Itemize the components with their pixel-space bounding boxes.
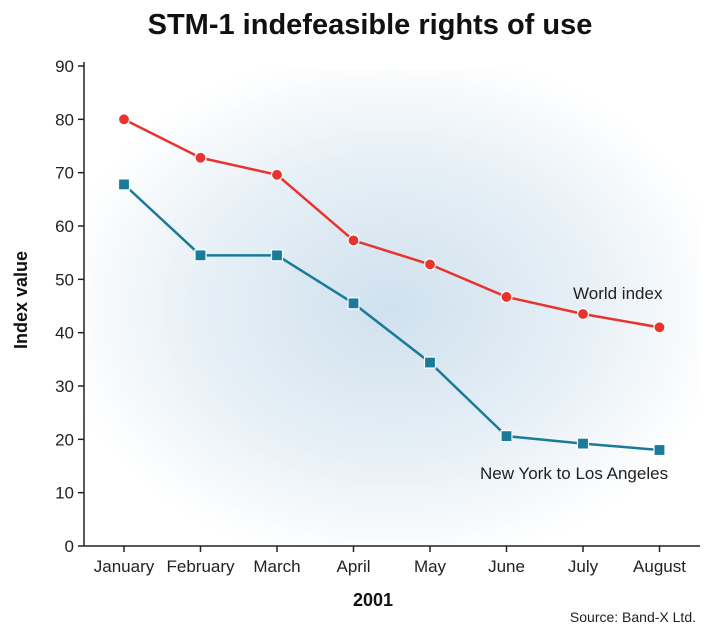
series-label-world-index: World index xyxy=(573,284,663,303)
x-axis-ticks: January February March April May June July Augu… xyxy=(94,546,686,576)
y-axis-ticks: 0 10 20 30 40 50 60 70 80 90 xyxy=(55,57,84,556)
data-point-world-index xyxy=(423,258,437,271)
y-tick-label: 60 xyxy=(55,217,74,236)
x-tick-label: June xyxy=(488,557,525,576)
x-tick-label: January xyxy=(94,557,155,576)
data-point-world-index xyxy=(653,321,666,334)
x-tick-label: April xyxy=(336,557,370,576)
y-tick-label: 20 xyxy=(55,430,74,449)
data-point-new-york-to-los-angeles xyxy=(194,249,207,262)
series-line-world-index xyxy=(123,118,660,329)
x-tick-label: July xyxy=(568,557,599,576)
data-point-new-york-to-los-angeles xyxy=(270,249,284,262)
chart-title: STM-1 indefeasible rights of use xyxy=(148,9,593,41)
data-point-world-index xyxy=(500,290,513,304)
data-point-world-index xyxy=(270,168,284,181)
data-point-new-york-to-los-angeles xyxy=(423,356,437,369)
y-tick-label: 70 xyxy=(55,164,74,183)
y-tick-label: 90 xyxy=(55,57,74,76)
plot-background xyxy=(84,70,700,546)
x-tick-label: August xyxy=(633,557,686,576)
x-tick-label: May xyxy=(414,557,447,576)
data-point-new-york-to-los-angeles xyxy=(576,437,590,450)
y-tick-label: 0 xyxy=(65,537,74,556)
x-axis-title: 2001 xyxy=(353,590,393,610)
y-tick-label: 50 xyxy=(55,270,74,289)
source-note: Source: Band-X Ltd. xyxy=(570,609,696,625)
y-tick-label: 80 xyxy=(55,110,74,129)
series-line-new-york-to-los-angeles xyxy=(123,183,660,452)
x-tick-label: February xyxy=(166,557,235,576)
series-layer xyxy=(117,113,666,457)
data-point-new-york-to-los-angeles xyxy=(653,443,666,457)
y-axis-title: Index value xyxy=(11,251,31,349)
series-label-new-york-to-los-angeles: New York to Los Angeles xyxy=(480,464,668,483)
data-point-new-york-to-los-angeles xyxy=(347,297,360,310)
data-point-world-index xyxy=(347,234,360,247)
data-point-new-york-to-los-angeles xyxy=(500,430,513,443)
data-point-world-index xyxy=(576,307,590,321)
data-point-world-index xyxy=(194,151,207,164)
y-tick-label: 30 xyxy=(55,377,74,396)
data-point-world-index xyxy=(117,113,131,126)
data-point-new-york-to-los-angeles xyxy=(117,178,131,191)
y-tick-label: 40 xyxy=(55,324,74,343)
y-tick-label: 10 xyxy=(55,484,74,503)
x-tick-label: March xyxy=(253,557,300,576)
